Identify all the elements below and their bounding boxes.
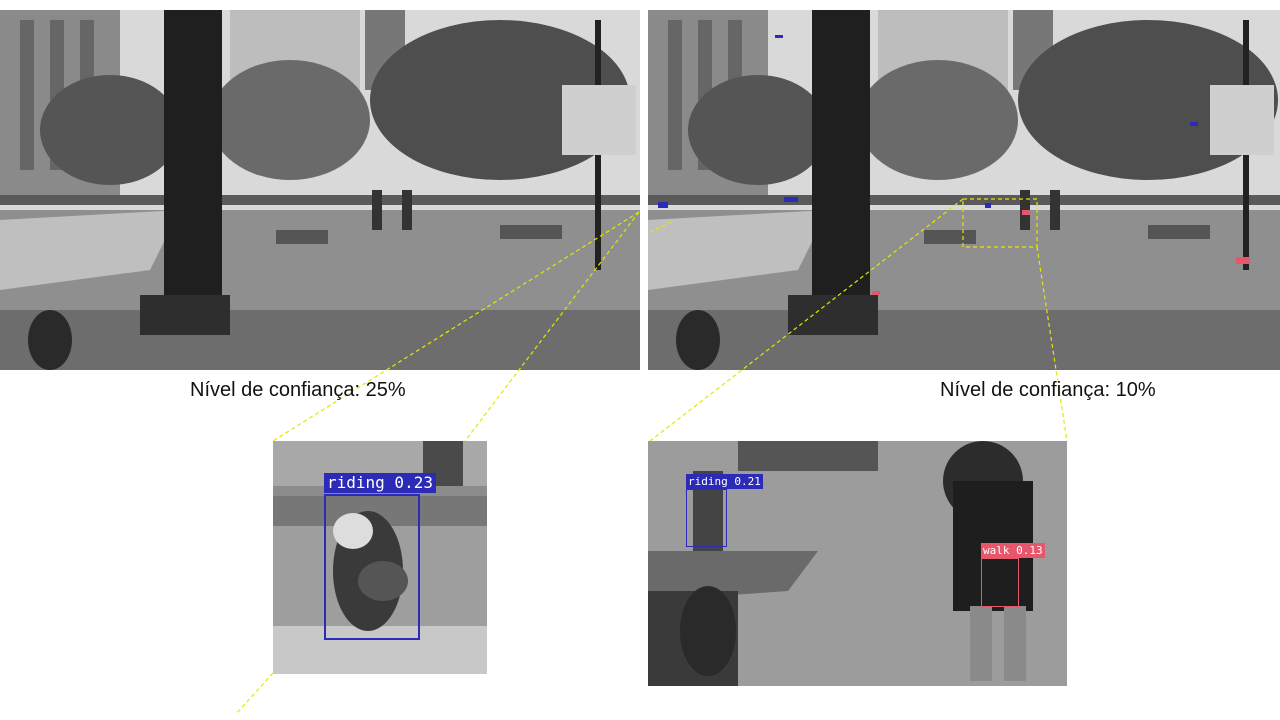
confidence-caption-right: Nível de confiança: 10% — [940, 379, 1156, 401]
detection-label-riding: riding 0.23 — [324, 473, 436, 493]
street-photo-right — [648, 10, 1280, 370]
confidence-caption-left: Nível de confiança: 25% — [190, 379, 406, 401]
detection-box-riding — [324, 494, 420, 640]
detection-label-riding: riding 0.21 — [686, 474, 763, 489]
zoom-crop-right — [648, 441, 1067, 686]
detection-label-walk: walk 0.13 — [981, 543, 1045, 558]
detection-box-walk — [981, 558, 1019, 607]
street-photo-left — [0, 10, 640, 370]
detection-box-riding — [686, 489, 727, 547]
connector-line — [235, 672, 274, 715]
